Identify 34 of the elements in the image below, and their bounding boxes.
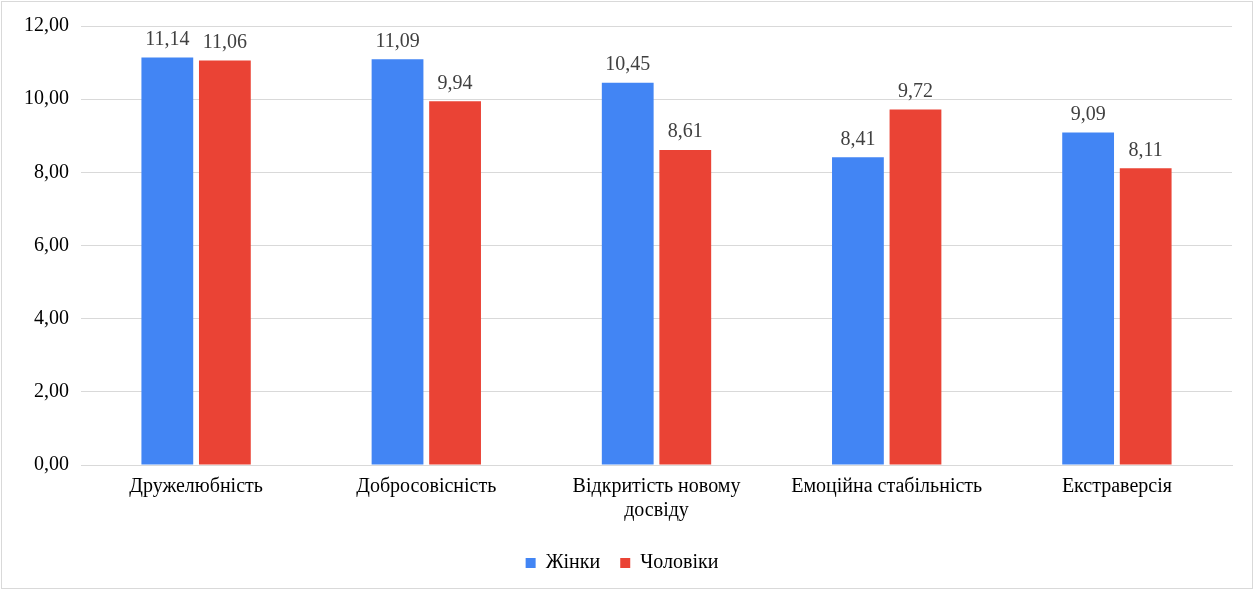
legend-label: Жінки xyxy=(545,550,601,573)
y-tick-label: 6,00 xyxy=(34,232,69,255)
data-label: 8,11 xyxy=(1128,137,1163,160)
legend-label: Чоловіки xyxy=(640,550,719,573)
bar xyxy=(659,150,712,465)
y-tick-label: 0,00 xyxy=(34,452,69,475)
data-label: 10,45 xyxy=(605,51,651,74)
x-tick-label: Відкритість новому досвіду xyxy=(572,474,741,522)
bar xyxy=(141,57,194,465)
y-tick-label: 4,00 xyxy=(34,305,69,328)
bar xyxy=(832,157,884,465)
data-label: 9,94 xyxy=(437,70,473,93)
y-tick-label: 2,00 xyxy=(34,379,69,402)
data-label: 8,61 xyxy=(667,119,703,142)
bar xyxy=(198,60,251,465)
y-tick-label: 10,00 xyxy=(24,86,69,109)
bar xyxy=(429,101,481,465)
bar xyxy=(371,59,424,465)
bar xyxy=(1062,132,1115,465)
x-tick-label: Добросовісність xyxy=(356,474,497,498)
bar xyxy=(601,82,654,465)
data-label: 9,09 xyxy=(1070,101,1106,124)
data-label: 11,06 xyxy=(202,29,248,52)
data-label: 9,72 xyxy=(897,78,933,101)
data-label: 8,41 xyxy=(840,126,876,149)
data-label: 11,09 xyxy=(375,28,420,51)
x-tick-label: Екстраверсія xyxy=(1061,474,1172,498)
bar xyxy=(889,109,942,465)
y-tick-label: 12,00 xyxy=(24,13,69,36)
x-tick-label: Дружелюбність xyxy=(129,474,263,498)
bar xyxy=(1119,168,1172,465)
x-tick-label: Емоційна стабільність xyxy=(791,474,983,498)
y-tick-label: 8,00 xyxy=(34,159,69,182)
data-label: 11,14 xyxy=(145,26,190,49)
